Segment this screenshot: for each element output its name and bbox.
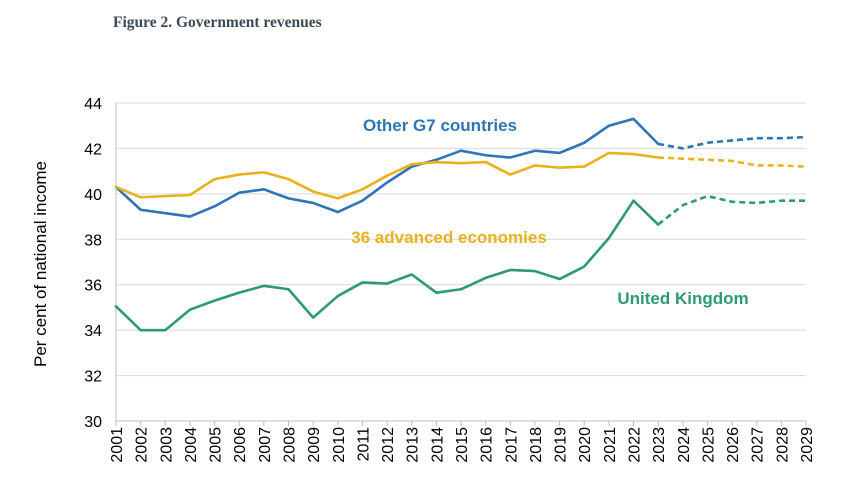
series-line-united-kingdom: [114, 199, 660, 332]
series-labels: Other G7 countries 36 advanced economies U…: [351, 116, 748, 308]
x-tick-2025: 2025: [700, 427, 717, 463]
x-tick-2010: 2010: [331, 427, 348, 463]
x-tick-2028: 2028: [774, 427, 791, 463]
y-tick-40: 40: [84, 187, 102, 204]
x-tick-2016: 2016: [479, 427, 496, 463]
x-tick-2020: 2020: [577, 427, 594, 463]
x-tick-2017: 2017: [503, 427, 520, 463]
series-lines: [114, 117, 807, 332]
x-tick-2013: 2013: [405, 427, 422, 463]
y-tick-34: 34: [84, 323, 102, 340]
gridlines: [116, 102, 806, 377]
x-tick-2012: 2012: [380, 427, 397, 463]
x-tick-2026: 2026: [725, 427, 742, 463]
figure-title: Figure 2. Government revenues: [113, 14, 322, 31]
x-tick-2006: 2006: [232, 427, 249, 463]
x-tick-2021: 2021: [602, 427, 619, 463]
y-tick-36: 36: [84, 278, 102, 295]
axes: [115, 103, 807, 426]
x-tick-2003: 2003: [158, 427, 175, 463]
y-tick-30: 30: [84, 414, 102, 431]
y-tick-42: 42: [84, 141, 102, 158]
x-tick-2007: 2007: [257, 427, 274, 463]
series-projection-other-g7-countries: [657, 135, 807, 150]
series-projection-36-advanced-economies: [658, 156, 807, 168]
x-tick-2008: 2008: [282, 427, 299, 463]
y-tick-32: 32: [84, 369, 102, 386]
y-tick-38: 38: [84, 232, 102, 249]
x-tick-2019: 2019: [553, 427, 570, 463]
series-label-36-advanced-economies: 36 advanced economies: [351, 228, 547, 247]
x-tick-2015: 2015: [454, 427, 471, 463]
x-tick-2001: 2001: [109, 427, 126, 463]
x-tick-2014: 2014: [429, 427, 446, 463]
series-projection-united-kingdom: [657, 194, 806, 226]
x-tick-2027: 2027: [750, 427, 767, 463]
x-tick-2009: 2009: [306, 427, 323, 463]
y-tick-44: 44: [84, 96, 102, 113]
x-tick-2004: 2004: [183, 427, 200, 463]
series-line-36-advanced-economies: [114, 151, 660, 200]
x-tick-2029: 2029: [799, 427, 816, 463]
y-axis-label: Per cent of national income: [31, 161, 50, 367]
series-line-other-g7-countries: [114, 117, 660, 218]
y-tick-labels: 30 32 34 36 38 40 42 44: [84, 96, 102, 431]
x-tick-2024: 2024: [676, 427, 693, 463]
series-label-united-kingdom: United Kingdom: [617, 289, 748, 308]
x-tick-2023: 2023: [651, 427, 668, 463]
x-tick-2011: 2011: [355, 427, 372, 462]
series-label-other-g7-countries: Other G7 countries: [363, 116, 517, 135]
x-tick-2018: 2018: [528, 427, 545, 463]
x-tick-2005: 2005: [208, 427, 225, 463]
x-tick-2022: 2022: [627, 427, 644, 463]
x-tick-2002: 2002: [134, 427, 151, 463]
x-tick-labels: 2001 2002 2003 2004 2005 2006 2007 2008 2009 2010…: [109, 427, 816, 463]
